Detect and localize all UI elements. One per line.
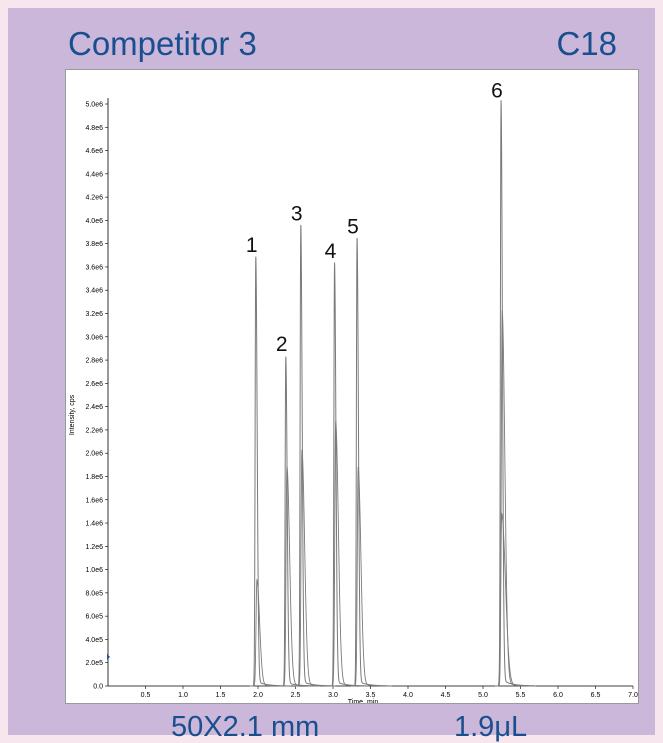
x-tick-label: 4.5 (441, 692, 451, 699)
peak-trace-secondary (352, 466, 392, 687)
y-tick-label: 1.0e6 (85, 567, 103, 574)
y-tick-label: 4.6e6 (85, 148, 103, 155)
y-tick-label: 3.6e6 (85, 264, 103, 271)
column-chemistry: C18 (556, 25, 617, 62)
peak-label: 5 (347, 216, 359, 239)
y-tick-label: 8.0e5 (85, 590, 103, 597)
y-tick-label: 0.0 (93, 684, 103, 691)
y-tick-label: 2.8e6 (85, 358, 103, 365)
y-tick-label: 1.2e6 (85, 544, 103, 551)
peak-trace-secondary (280, 465, 321, 687)
y-tick-label: 2.0e6 (85, 451, 103, 458)
x-tick-label: 5.0 (478, 692, 488, 699)
x-tick-label: 2.5 (291, 692, 301, 699)
y-tick-label: 3.8e6 (85, 241, 103, 248)
y-tick-label: 2.0e5 (85, 660, 103, 667)
peak-trace-tertiary (495, 512, 536, 687)
x-tick-label: 4.0 (403, 692, 413, 699)
peak-label: 6 (491, 79, 503, 102)
y-tick-label: 3.0e6 (85, 334, 103, 341)
y-tick-label: 1.6e6 (85, 497, 103, 504)
peak-label: 2 (276, 333, 288, 356)
y-tick-label: 1.4e6 (85, 521, 103, 528)
y-tick-label: 2.6e6 (85, 381, 103, 388)
y-axis-label: Intensity, cps (69, 394, 76, 435)
y-tick-label: 4.8e6 (85, 125, 103, 132)
y-tick-label: 5.0e6 (85, 102, 103, 109)
y-tick-label: 2.4e6 (85, 404, 103, 411)
column-title: Competitor 3 (68, 25, 257, 62)
axis-marker (107, 653, 110, 660)
x-tick-label: 0.5 (141, 692, 151, 699)
column-dimensions: 50X2.1 mm (171, 711, 320, 743)
y-tick-label: 1.8e6 (85, 474, 103, 481)
x-tick-label: 3.0 (328, 692, 338, 699)
injection-volume: 1.9μL (454, 711, 528, 743)
x-tick-label: 3.5 (366, 692, 376, 699)
x-axis-label: Time, min (348, 699, 379, 703)
y-tick-label: 3.4e6 (85, 288, 103, 295)
peak-label: 4 (325, 240, 337, 263)
x-tick-label: 6.5 (591, 692, 601, 699)
x-tick-label: 2.0 (253, 692, 263, 699)
y-tick-label: 4.0e5 (85, 637, 103, 644)
chromatogram-plot: 0.0 2.0e5 4.0e5 6.0e5 8.0e5 1.0e6 1.2e6 1.4e6 1.… (65, 69, 639, 704)
peak-label: 1 (246, 234, 258, 257)
peak-trace-secondary (329, 420, 370, 687)
x-tick-label: 6.0 (553, 692, 563, 699)
y-tick-label: 3.2e6 (85, 311, 103, 318)
y-tick-label: 6.0e5 (85, 614, 103, 621)
figure-panel: Competitor 3 C18 0.0 2.0e5 4.0e5 6.0e5 8.0e5… (8, 8, 655, 742)
y-tick-label: 2.2e6 (85, 427, 103, 434)
x-tick-label: 1.5 (216, 692, 226, 699)
chromatogram-chart: 0.0 2.0e5 4.0e5 6.0e5 8.0e5 1.0e6 1.2e6 1.4e6 1.… (69, 79, 638, 703)
x-tick-label: 7.0 (628, 692, 638, 699)
peak-trace-secondary (496, 310, 536, 687)
x-tick-label: 5.5 (516, 692, 526, 699)
y-tick-label: 4.2e6 (85, 195, 103, 202)
peak-label: 3 (291, 203, 303, 226)
x-tick-label: 1.0 (178, 692, 188, 699)
y-tick-label: 4.4e6 (85, 171, 103, 178)
y-tick-label: 4.0e6 (85, 218, 103, 225)
peak-trace-secondary (295, 449, 336, 687)
